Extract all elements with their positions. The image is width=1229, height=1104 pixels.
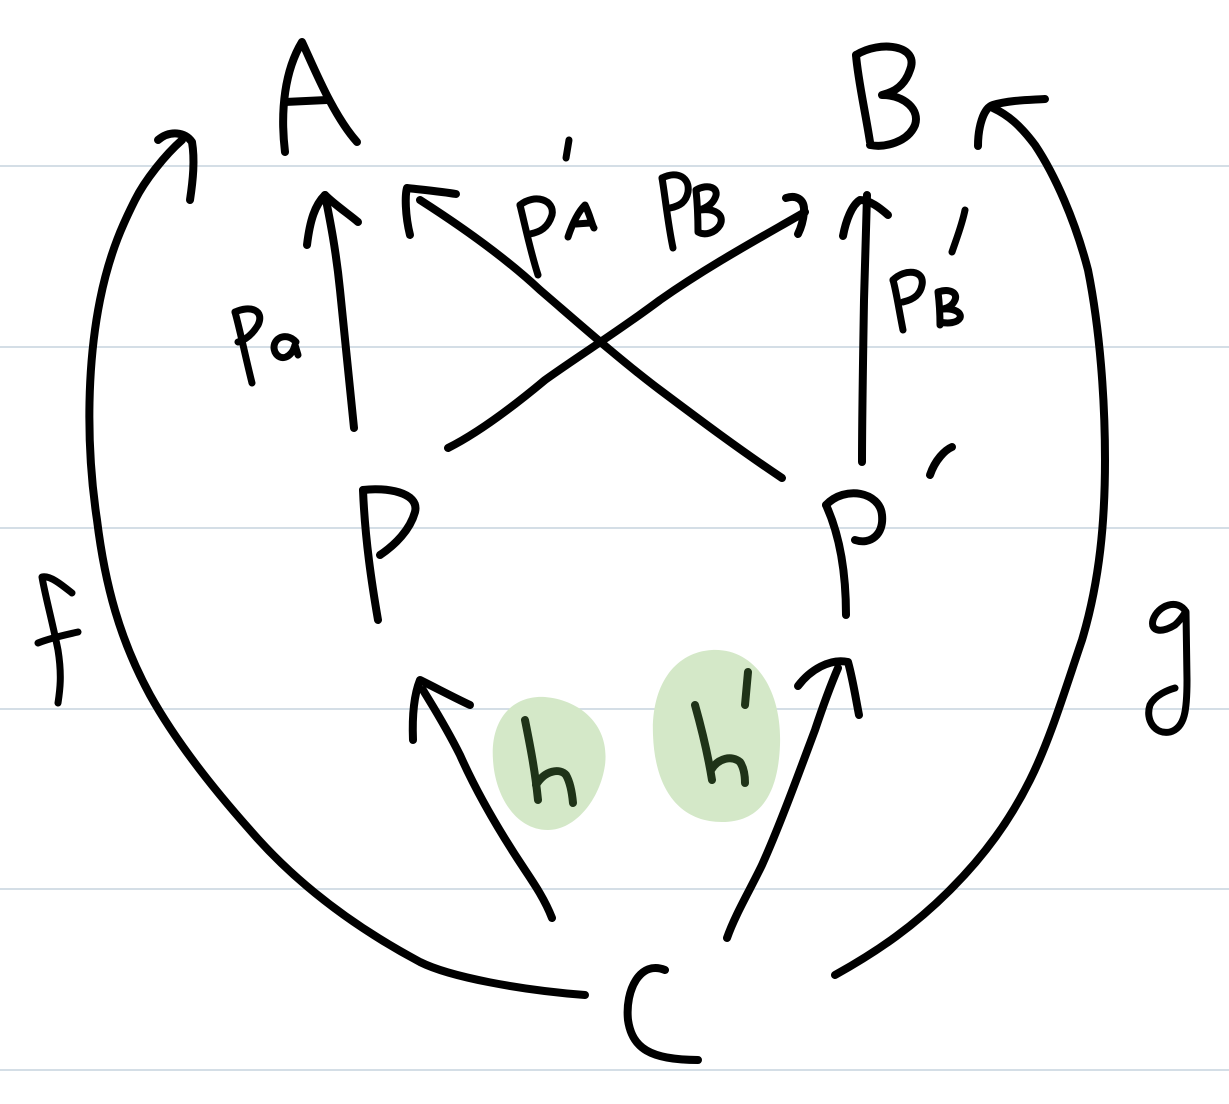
label-pA-prime [516,136,598,279]
node-C [623,964,702,1064]
arrow-h-prime [723,657,863,942]
arrow-pB [444,192,809,452]
label-f [34,573,82,707]
label-pB [658,171,725,252]
arrow-pB-prime [839,191,892,466]
label-pB-prime [889,206,969,334]
label-h-prime [691,668,752,787]
arrow-pA [303,191,362,432]
highlight-h-prime [652,649,781,822]
arrow-f [85,129,589,999]
node-A [279,38,361,156]
highlight-h [492,696,606,830]
arrow-h [408,676,556,922]
label-g [1145,600,1191,736]
label-pA [231,305,302,387]
arrow-g [831,95,1109,979]
node-B [852,42,920,150]
arrow-pA-prime [401,184,786,482]
ruled-lines [0,165,1229,1071]
node-P [359,485,420,624]
node-P-prime [822,443,956,619]
label-h [521,716,577,807]
